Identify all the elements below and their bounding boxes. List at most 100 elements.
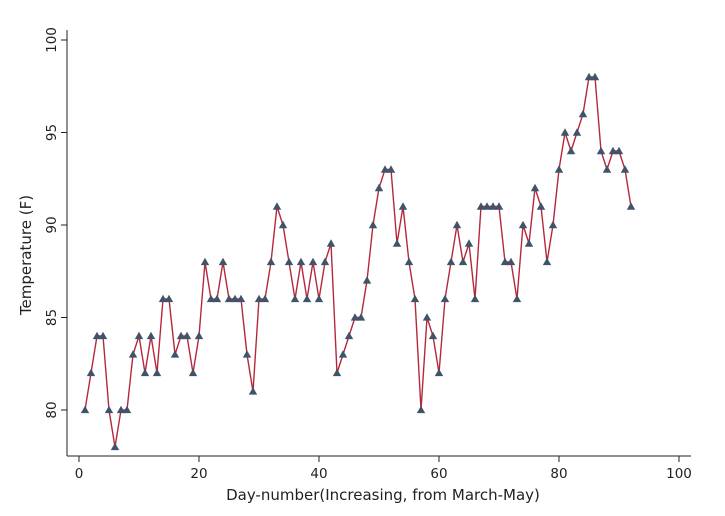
- x-axis-title: Day-number(Increasing, from March-May): [226, 486, 540, 504]
- data-point-marker: [104, 405, 114, 414]
- data-point-marker: [434, 368, 444, 377]
- x-tick-label: 100: [666, 466, 692, 482]
- data-point-marker: [122, 405, 132, 414]
- data-point-marker: [464, 239, 474, 247]
- y-axis-title: Temperature (F): [17, 195, 35, 316]
- data-point-marker: [482, 202, 492, 210]
- data-point-marker: [200, 257, 210, 266]
- y-tick-label: 100: [44, 27, 60, 53]
- data-point-marker: [554, 165, 564, 173]
- data-point-marker: [248, 387, 258, 395]
- y-tick-label: 85: [44, 309, 60, 326]
- data-point-marker: [188, 368, 198, 377]
- series-line: [84, 76, 632, 448]
- data-point-marker: [80, 405, 90, 414]
- x-tick-label: 80: [550, 466, 567, 482]
- y-tick-label: 95: [44, 124, 60, 141]
- data-point-marker: [368, 220, 378, 229]
- data-point-marker: [386, 165, 396, 173]
- data-point-marker: [488, 202, 498, 210]
- data-point-marker: [296, 257, 306, 266]
- data-point-marker: [206, 294, 216, 303]
- data-point-marker: [422, 313, 432, 321]
- data-point-marker: [338, 350, 348, 358]
- data-point-marker: [470, 294, 480, 303]
- data-point-marker: [530, 183, 540, 192]
- data-point-marker: [536, 202, 546, 210]
- x-tick-label: 60: [430, 466, 447, 482]
- data-point-marker: [602, 165, 612, 173]
- data-point-marker: [608, 146, 618, 155]
- data-point-marker: [374, 183, 384, 192]
- temperature-series: [80, 72, 636, 451]
- data-point-marker: [110, 442, 120, 451]
- data-point-marker: [242, 350, 252, 358]
- x-tick-label: 40: [310, 466, 327, 482]
- data-point-marker: [212, 294, 222, 303]
- data-point-marker: [278, 220, 288, 229]
- data-point-marker: [512, 294, 522, 303]
- data-point-marker: [194, 331, 204, 340]
- data-point-marker: [578, 109, 588, 118]
- data-point-marker: [314, 294, 324, 303]
- data-point-marker: [344, 331, 354, 340]
- data-point-marker: [236, 294, 246, 303]
- data-point-marker: [440, 294, 450, 303]
- data-point-marker: [518, 220, 528, 229]
- data-point-marker: [362, 276, 372, 284]
- data-point-marker: [410, 294, 420, 303]
- data-point-marker: [134, 331, 144, 340]
- data-point-marker: [98, 331, 108, 340]
- data-point-marker: [356, 313, 366, 321]
- data-point-marker: [182, 331, 192, 340]
- data-point-marker: [380, 165, 390, 173]
- data-point-marker: [266, 257, 276, 266]
- axes: 0 20 40 60 80 100 80 85 90 95 100: [44, 27, 692, 482]
- data-point-marker: [284, 257, 294, 266]
- data-point-marker: [272, 202, 282, 210]
- data-point-marker: [92, 331, 102, 340]
- data-point-marker: [302, 294, 312, 303]
- data-point-marker: [290, 294, 300, 303]
- data-point-marker: [158, 294, 168, 303]
- data-point-marker: [506, 257, 516, 266]
- data-point-marker: [446, 257, 456, 266]
- data-point-marker: [320, 257, 330, 266]
- data-point-marker: [86, 368, 96, 377]
- x-tick-label: 20: [190, 466, 207, 482]
- data-point-marker: [218, 257, 228, 266]
- data-point-marker: [416, 405, 426, 414]
- data-point-marker: [500, 257, 510, 266]
- data-point-marker: [458, 257, 468, 266]
- data-point-marker: [524, 239, 534, 247]
- data-point-marker: [128, 350, 138, 358]
- data-point-marker: [398, 202, 408, 210]
- data-point-marker: [626, 202, 636, 210]
- data-point-marker: [308, 257, 318, 266]
- data-point-marker: [572, 128, 582, 136]
- data-point-marker: [224, 294, 234, 303]
- data-point-marker: [176, 331, 186, 340]
- data-point-marker: [584, 72, 594, 81]
- data-point-marker: [230, 294, 240, 303]
- data-point-marker: [620, 165, 630, 173]
- data-point-marker: [392, 239, 402, 247]
- data-point-marker: [494, 202, 504, 210]
- data-point-marker: [170, 350, 180, 358]
- data-point-marker: [326, 239, 336, 247]
- data-point-marker: [260, 294, 270, 303]
- data-point-marker: [152, 368, 162, 377]
- data-point-marker: [140, 368, 150, 377]
- data-point-marker: [476, 202, 486, 210]
- data-point-marker: [542, 257, 552, 266]
- data-point-marker: [350, 313, 360, 321]
- data-point-marker: [254, 294, 264, 303]
- y-tick-label: 80: [44, 401, 60, 418]
- data-point-marker: [116, 405, 126, 414]
- data-point-marker: [332, 368, 342, 377]
- data-point-marker: [428, 331, 438, 340]
- data-point-marker: [590, 72, 600, 81]
- y-tick-label: 90: [44, 216, 60, 233]
- data-point-marker: [560, 128, 570, 136]
- data-point-marker: [596, 146, 606, 155]
